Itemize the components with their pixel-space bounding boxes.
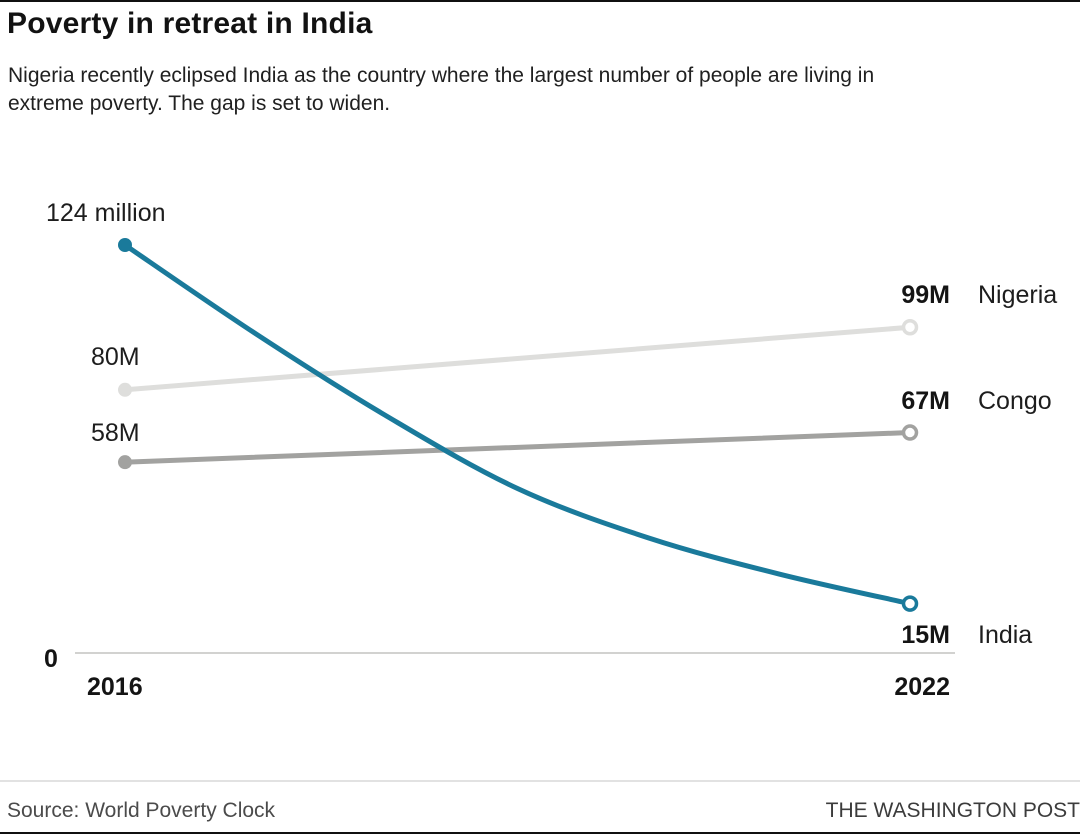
nigeria-end-dot: [901, 319, 919, 336]
india-start-label: 124 million: [46, 199, 166, 227]
x-tick-2022: 2022: [894, 673, 950, 701]
congo-start-label: 58M: [91, 419, 140, 447]
congo-start-dot: [118, 455, 132, 470]
india-start-dot: [118, 238, 132, 252]
chart-subtitle: Nigeria recently eclipsed India as the c…: [8, 64, 875, 115]
y-axis-zero-label: 0: [44, 645, 58, 673]
page-title: Poverty in retreat in India: [7, 7, 373, 40]
congo-end-value-label: 67M: [901, 387, 950, 415]
congo-end-dot: [901, 424, 919, 441]
nigeria-start-dot: [118, 382, 132, 397]
nigeria-start-label: 80M: [91, 343, 140, 371]
india-end-value-label: 15M: [901, 621, 950, 649]
footer-divider: [0, 780, 1080, 782]
india-end-dot: [901, 595, 919, 612]
nigeria-end-value-label: 99M: [901, 281, 950, 309]
x-tick-2016: 2016: [87, 673, 143, 701]
india-line: [122, 242, 913, 607]
nigeria-line: [122, 324, 913, 393]
source-credit: Source: World Poverty Clock: [7, 799, 276, 822]
publisher-credit: THE WASHINGTON POST: [825, 799, 1080, 822]
india-series-name: India: [978, 621, 1033, 649]
congo-line: [122, 430, 913, 465]
nigeria-series-name: Nigeria: [978, 281, 1058, 309]
congo-series-name: Congo: [978, 387, 1052, 415]
